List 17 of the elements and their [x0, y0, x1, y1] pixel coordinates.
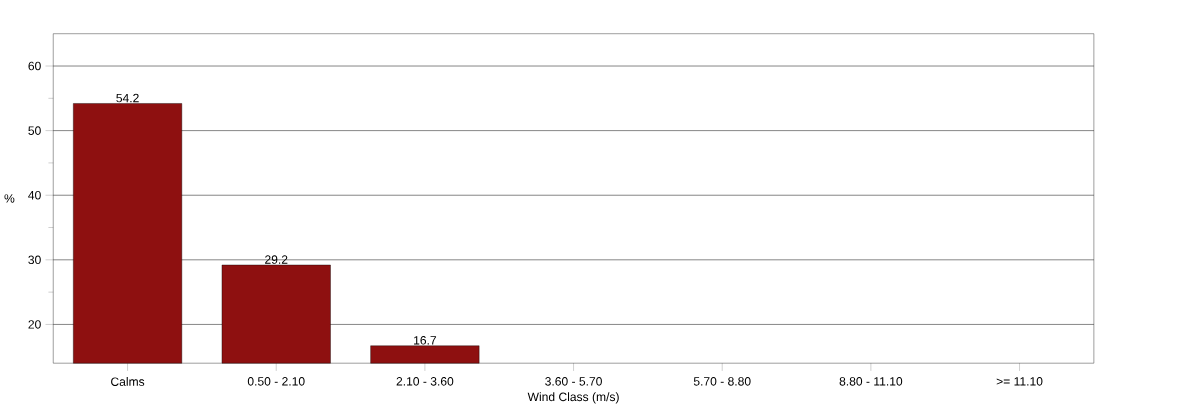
x-tick-label: 0.50 - 2.10 — [247, 377, 305, 386]
y-tick-label: 20 — [28, 320, 41, 329]
y-tick-label: 30 — [28, 255, 41, 265]
x-axis-title: Wind Class (m/s) — [527, 392, 619, 404]
data-label: 16.7 — [414, 336, 437, 345]
x-tick-label: >= 11.10 — [996, 377, 1043, 386]
x-tick-label: 3.60 - 5.70 — [545, 377, 602, 386]
x-tick-label: Calms — [111, 377, 145, 387]
y-axis-title: % — [4, 194, 15, 203]
y-tick-label: 40 — [28, 191, 41, 200]
x-tick-label: 2.10 - 3.60 — [396, 377, 454, 386]
x-tick-label: 8.80 - 11.10 — [839, 377, 903, 386]
y-tick-label: 50 — [28, 126, 41, 136]
data-label: 29.2 — [265, 255, 288, 265]
x-tick-label: 5.70 - 8.80 — [693, 377, 751, 386]
data-label: 54.2 — [116, 94, 139, 103]
y-tick-label: 60 — [28, 61, 41, 71]
